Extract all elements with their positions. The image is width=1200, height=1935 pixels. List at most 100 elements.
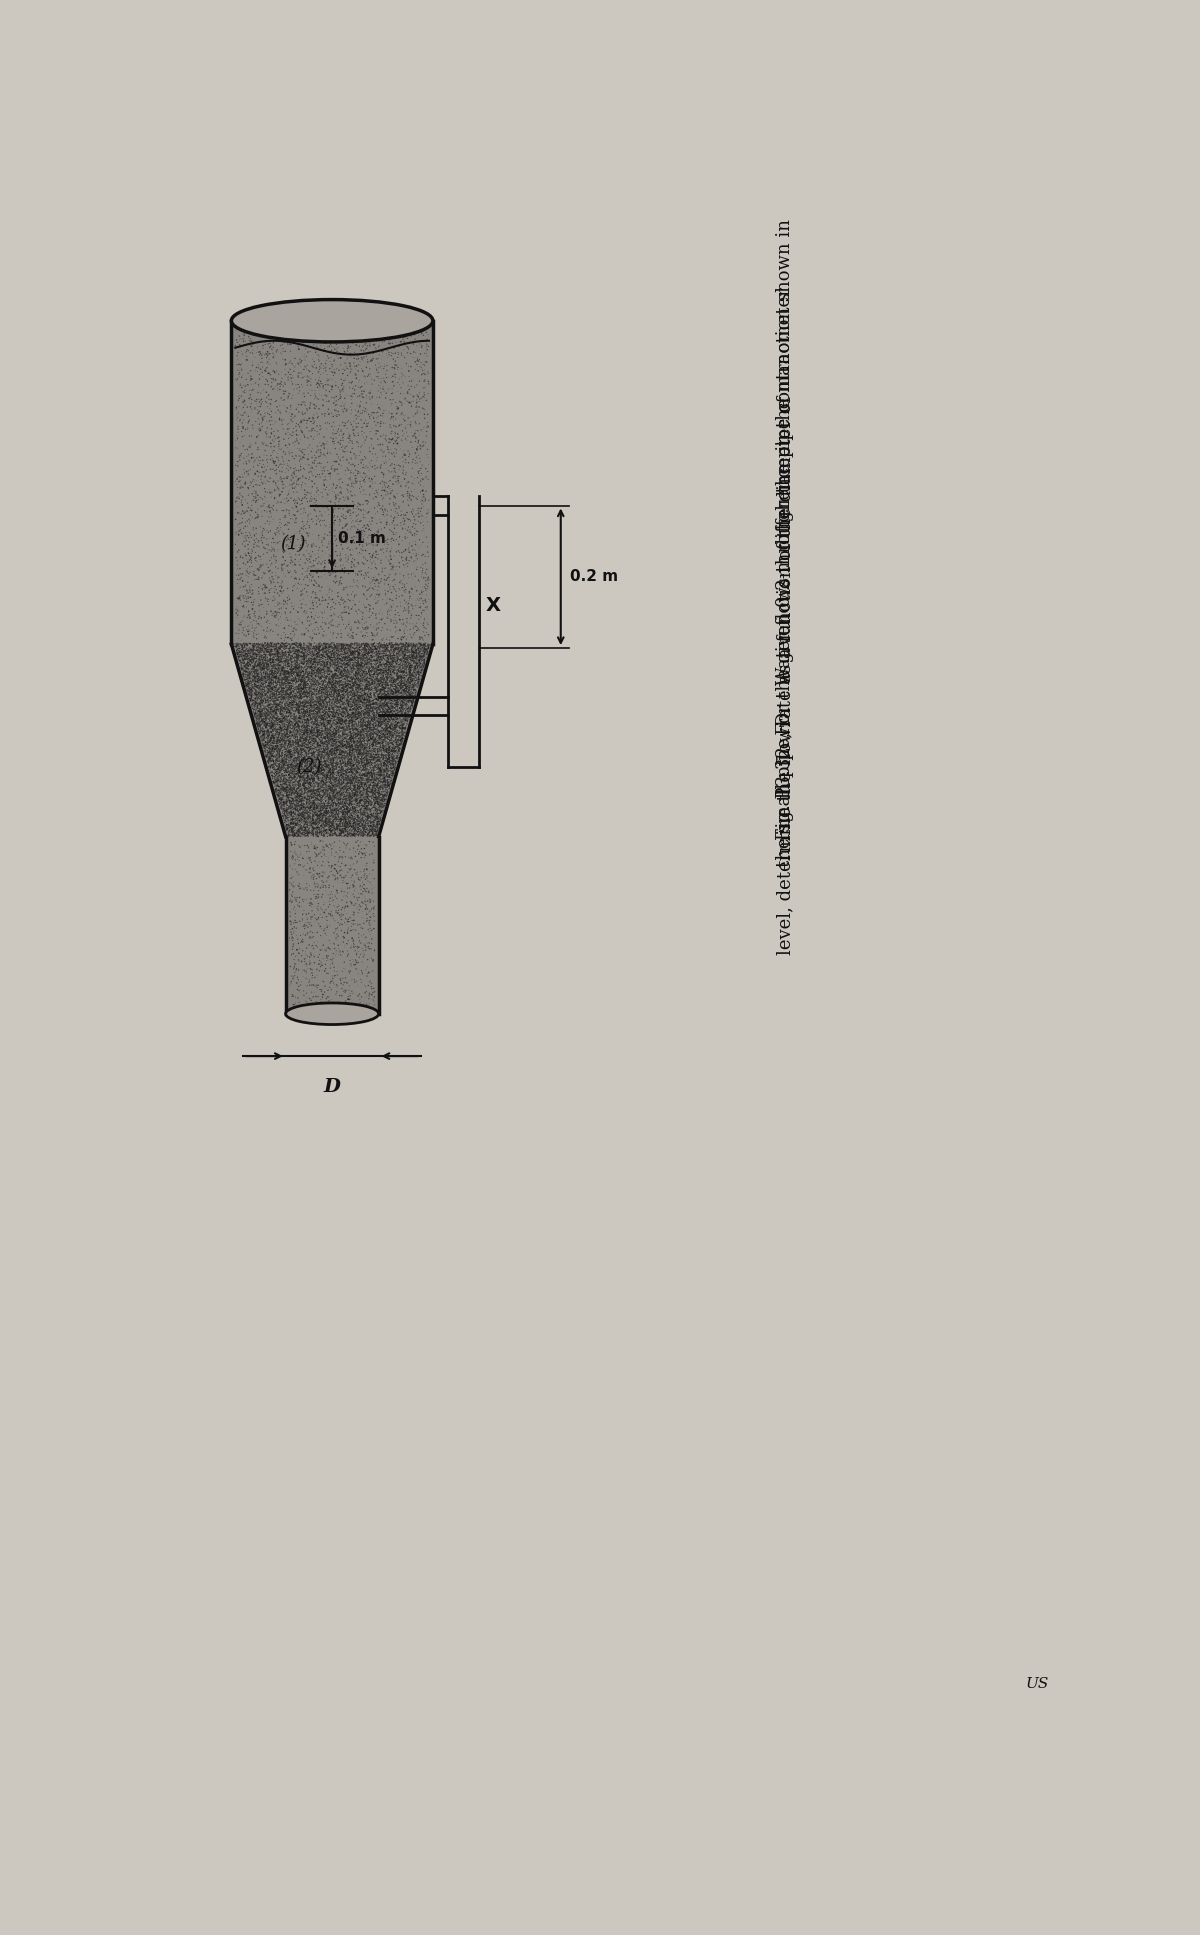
Point — [407, 642, 426, 673]
Point — [348, 639, 367, 670]
Point — [374, 631, 394, 662]
Point — [330, 646, 349, 677]
Point — [329, 635, 348, 666]
Point — [307, 733, 326, 764]
Point — [284, 753, 304, 784]
Point — [311, 718, 330, 749]
Point — [307, 809, 326, 840]
Point — [349, 762, 368, 793]
Point — [419, 633, 438, 664]
Point — [290, 706, 310, 737]
Point — [401, 542, 420, 573]
Point — [314, 851, 334, 882]
Point — [391, 664, 410, 695]
Point — [352, 671, 371, 702]
Point — [356, 685, 376, 716]
Point — [368, 778, 388, 809]
Point — [264, 685, 283, 716]
Point — [254, 633, 274, 664]
Point — [342, 679, 361, 710]
Point — [378, 708, 397, 739]
Point — [290, 662, 310, 693]
Point — [272, 466, 292, 497]
Point — [312, 803, 331, 834]
Point — [271, 629, 290, 660]
Point — [276, 666, 295, 697]
Point — [275, 799, 294, 830]
Point — [314, 704, 334, 735]
Point — [377, 629, 396, 660]
Point — [334, 799, 353, 830]
Point — [348, 733, 367, 764]
Point — [370, 579, 389, 610]
Point — [236, 642, 256, 673]
Point — [386, 629, 406, 660]
Point — [372, 782, 391, 813]
Point — [356, 652, 376, 683]
Point — [270, 726, 289, 757]
Point — [272, 679, 292, 710]
Point — [410, 629, 430, 660]
Point — [361, 346, 380, 377]
Point — [389, 654, 408, 685]
Point — [391, 499, 410, 530]
Point — [293, 656, 312, 687]
Point — [330, 660, 349, 691]
Point — [332, 644, 352, 675]
Point — [293, 791, 312, 822]
Point — [304, 815, 323, 846]
Point — [354, 776, 373, 807]
Point — [290, 795, 310, 826]
Point — [335, 797, 354, 828]
Point — [286, 799, 305, 830]
Point — [265, 700, 284, 731]
Point — [256, 664, 275, 695]
Point — [337, 749, 356, 780]
Point — [379, 437, 398, 468]
Point — [352, 766, 371, 797]
Point — [283, 791, 302, 822]
Point — [263, 631, 282, 662]
Point — [254, 642, 274, 673]
Point — [313, 654, 332, 685]
Point — [384, 673, 403, 704]
Point — [310, 720, 329, 751]
Point — [325, 700, 344, 731]
Point — [295, 741, 314, 772]
Point — [352, 515, 371, 546]
Point — [300, 644, 319, 675]
Point — [400, 675, 419, 706]
Point — [400, 631, 419, 662]
Point — [228, 402, 247, 433]
Point — [358, 778, 377, 809]
Point — [293, 379, 312, 410]
Point — [392, 693, 412, 724]
Point — [305, 691, 324, 722]
Point — [355, 733, 374, 764]
Point — [278, 522, 298, 553]
Point — [252, 648, 271, 679]
Point — [379, 683, 398, 714]
Point — [332, 751, 352, 782]
Point — [262, 383, 281, 414]
Point — [341, 904, 360, 935]
Point — [334, 644, 353, 675]
Point — [334, 679, 353, 710]
Point — [408, 654, 427, 685]
Point — [353, 726, 372, 757]
Point — [274, 749, 293, 780]
Point — [302, 406, 322, 437]
Point — [361, 724, 380, 755]
Point — [308, 741, 328, 772]
Point — [314, 784, 334, 815]
Point — [278, 381, 298, 412]
Point — [374, 654, 394, 685]
Point — [290, 658, 310, 689]
Point — [274, 586, 293, 617]
Point — [353, 813, 372, 844]
Point — [335, 689, 354, 720]
Point — [367, 770, 386, 801]
Point — [269, 753, 288, 784]
Point — [383, 507, 402, 538]
Point — [379, 728, 398, 759]
